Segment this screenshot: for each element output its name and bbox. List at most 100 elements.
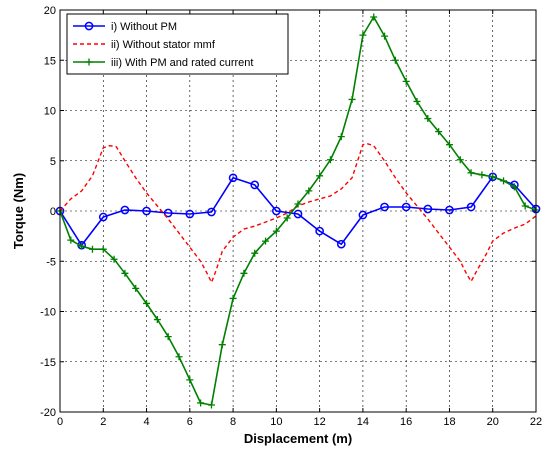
data-point	[218, 341, 226, 349]
x-tick-label: 6	[187, 416, 193, 428]
data-point	[186, 376, 194, 384]
x-axis-label: Displacement (m)	[244, 431, 352, 446]
data-point	[337, 133, 345, 141]
data-point	[467, 169, 475, 177]
data-point	[197, 399, 205, 407]
data-point	[358, 210, 368, 220]
data-point	[120, 205, 130, 215]
x-tick-label: 10	[270, 416, 282, 428]
data-point	[272, 227, 280, 235]
legend-item: iii) With PM and rated current	[73, 57, 253, 69]
data-point	[78, 242, 86, 250]
series-line	[59, 176, 537, 246]
data-point	[500, 177, 508, 185]
series-3	[56, 13, 540, 409]
data-point	[163, 208, 173, 218]
data-point	[423, 204, 433, 214]
y-tick-label: -15	[40, 357, 56, 369]
data-point	[478, 171, 486, 179]
x-tick-label: 22	[530, 416, 542, 428]
y-tick-label: 15	[44, 55, 56, 67]
y-tick-label: 10	[44, 106, 56, 118]
x-tick-label: 8	[230, 416, 236, 428]
data-point	[98, 212, 108, 222]
data-point	[240, 269, 248, 277]
data-point	[229, 294, 237, 302]
data-point	[489, 173, 497, 181]
data-point	[132, 284, 140, 292]
data-point	[445, 141, 453, 149]
data-point	[262, 237, 270, 245]
y-tick-label: -20	[40, 407, 56, 419]
data-point	[67, 236, 75, 244]
data-point	[326, 156, 334, 164]
data-point	[250, 180, 260, 190]
y-tick-label: 0	[50, 206, 56, 218]
data-point	[402, 77, 410, 85]
data-point	[99, 245, 107, 253]
data-point	[88, 245, 96, 253]
data-point	[143, 299, 151, 307]
data-point	[175, 353, 183, 361]
data-point	[510, 183, 518, 191]
data-point	[348, 95, 356, 103]
legend-label: i) Without PM	[111, 21, 177, 33]
x-tick-label: 2	[100, 416, 106, 428]
data-point	[207, 207, 216, 217]
y-axis-label: Torque (Nm)	[11, 173, 26, 249]
data-point	[153, 316, 161, 324]
data-point	[121, 269, 129, 277]
legend-label: ii) Without stator mmf	[111, 39, 216, 51]
data-point	[401, 202, 411, 212]
data-point	[207, 401, 215, 409]
data-point	[228, 173, 238, 183]
legend-label: iii) With PM and rated current	[111, 57, 253, 69]
data-point	[391, 56, 399, 64]
data-point	[305, 187, 313, 195]
data-point	[283, 214, 291, 222]
data-point	[110, 255, 118, 263]
data-point	[185, 209, 195, 219]
data-point	[164, 333, 172, 341]
y-tick-label: -10	[40, 307, 56, 319]
data-point	[381, 32, 389, 40]
data-point	[142, 206, 151, 216]
data-point	[424, 115, 432, 123]
data-point	[294, 200, 302, 208]
x-tick-label: 20	[487, 416, 499, 428]
x-tick-label: 12	[314, 416, 326, 428]
x-tick-label: 18	[443, 416, 455, 428]
legend-item: ii) Without stator mmf	[73, 39, 216, 51]
legend-item: i) Without PM	[73, 21, 177, 33]
data-point	[456, 156, 464, 164]
y-tick-label: -5	[46, 256, 56, 268]
data-point	[336, 239, 346, 249]
data-point	[413, 97, 421, 105]
data-point	[316, 172, 324, 180]
data-point	[370, 13, 378, 21]
data-point	[85, 58, 93, 66]
grid	[60, 10, 536, 412]
x-tick-label: 0	[57, 416, 63, 428]
y-tick-label: 5	[50, 156, 56, 168]
x-tick-label: 4	[143, 416, 149, 428]
data-point	[380, 202, 389, 212]
axis-ticks: 0 2 4 6 8 10 12 14 16 18 20 22 -20 -15 -10 -5 0 5 10 15 20	[40, 5, 542, 428]
data-point	[84, 21, 94, 31]
data-point	[315, 226, 324, 236]
data-point	[272, 206, 281, 216]
x-tick-label: 16	[400, 416, 412, 428]
data-point	[293, 209, 303, 219]
legend: i) Without PM ii) Without stator mmf iii) …	[66, 13, 289, 75]
data-point	[435, 128, 443, 136]
data-point	[445, 205, 454, 215]
data-point	[466, 202, 476, 212]
data-point	[251, 249, 259, 257]
data-point	[359, 31, 367, 39]
y-tick-label: 20	[44, 5, 56, 17]
series-layer	[55, 13, 541, 409]
plot-frame	[59, 9, 537, 413]
x-tick-label: 14	[357, 416, 369, 428]
data-point	[521, 202, 529, 210]
